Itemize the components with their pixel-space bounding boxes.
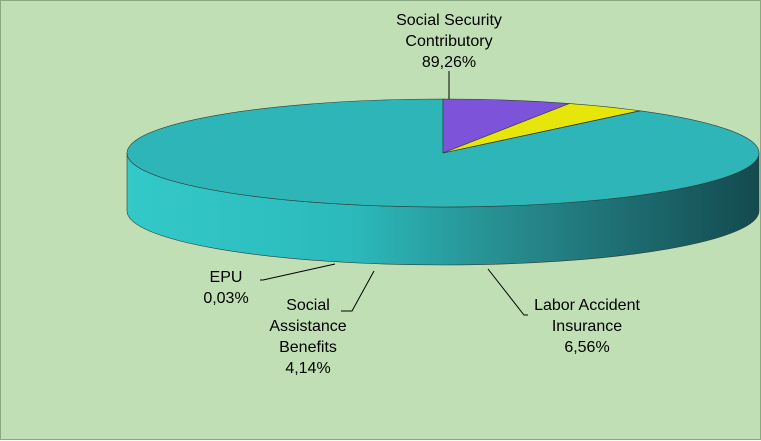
leader-line — [487, 268, 528, 316]
data-label: Social Assistance Benefits 4,14% — [269, 297, 346, 377]
pie-slice — [442, 110, 641, 154]
leader-line — [341, 270, 375, 312]
leader-line — [260, 263, 336, 281]
data-label: Social Security Contributory 89,26% — [396, 12, 502, 71]
data-label: Labor Accident Insurance 6,56% — [534, 297, 640, 356]
data-label: EPU 0,03% — [203, 269, 248, 307]
pie-slice — [442, 98, 570, 154]
